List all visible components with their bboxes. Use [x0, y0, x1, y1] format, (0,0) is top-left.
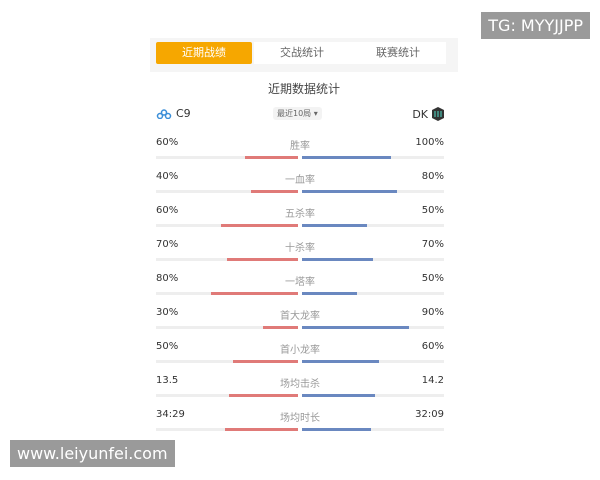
left-bar-fill — [250, 190, 298, 193]
right-bar-fill — [302, 360, 380, 363]
right-bar-track — [302, 190, 444, 193]
stat-right-value: 14.2 — [421, 375, 444, 386]
right-bar-track — [302, 326, 444, 329]
right-bar-fill — [302, 224, 367, 227]
right-bar-track — [302, 428, 444, 431]
stat-right-value: 70% — [421, 239, 444, 250]
tab-league[interactable]: 联赛统计 — [350, 42, 446, 64]
section-title: 近期数据统计 — [267, 82, 340, 96]
stat-row: 40% 一血率 80% — [156, 171, 444, 201]
stat-row: 60% 五杀率 50% — [156, 205, 444, 235]
cloud9-logo-icon — [156, 108, 172, 119]
stat-left-value: 70% — [156, 239, 179, 250]
left-bar-fill — [228, 394, 298, 397]
left-bar-fill — [244, 156, 298, 159]
tab-bar: 近期战绩 交战统计 联赛统计 — [150, 38, 458, 72]
stat-label: 十杀率 — [285, 243, 315, 254]
stat-right-value: 90% — [421, 307, 444, 318]
stat-label: 首大龙率 — [280, 311, 320, 322]
left-bar-track — [156, 394, 298, 397]
stat-row: 13.5 场均击杀 14.2 — [156, 375, 444, 405]
stat-left-value: 80% — [156, 273, 179, 284]
right-bar-fill — [302, 156, 391, 159]
left-bar-track — [156, 258, 298, 261]
right-bar-track — [302, 292, 444, 295]
stat-left-value: 60% — [156, 205, 179, 216]
stat-right-value: 50% — [421, 273, 444, 284]
stat-row: 80% 一塔率 50% — [156, 273, 444, 303]
stat-label: 一血率 — [285, 175, 315, 186]
stat-left-value: 13.5 — [156, 375, 179, 386]
right-bar-fill — [302, 292, 357, 295]
stat-row: 60% 胜率 100% — [156, 137, 444, 167]
left-bar-track — [156, 428, 298, 431]
right-bar-track — [302, 224, 444, 227]
left-bar-track — [156, 190, 298, 193]
left-bar-fill — [227, 258, 298, 261]
stat-label: 胜率 — [290, 141, 310, 152]
stat-row: 30% 首大龙率 90% — [156, 307, 444, 337]
left-bar-fill — [224, 428, 298, 431]
left-bar-track — [156, 156, 298, 159]
right-bar-track — [302, 360, 444, 363]
left-bar-fill — [210, 292, 298, 295]
dk-logo-icon — [432, 107, 444, 121]
team-right: DK — [412, 107, 444, 121]
left-bar-fill — [220, 224, 298, 227]
left-bar-fill — [233, 360, 298, 363]
left-bar-track — [156, 292, 298, 295]
stat-right-value: 100% — [415, 137, 444, 148]
team-left: C9 — [156, 107, 191, 120]
right-bar-fill — [302, 190, 397, 193]
stat-label: 场均击杀 — [280, 379, 320, 390]
team-right-name: DK — [412, 107, 428, 121]
right-bar-fill — [302, 258, 373, 261]
stat-right-value: 80% — [421, 171, 444, 182]
range-select[interactable]: 最近10局 ▾ — [273, 107, 322, 120]
stat-left-value: 40% — [156, 171, 179, 182]
stat-left-value: 50% — [156, 341, 179, 352]
stat-row: 50% 首小龙率 60% — [156, 341, 444, 371]
stat-label: 场均时长 — [280, 413, 320, 424]
left-bar-track — [156, 224, 298, 227]
stat-label: 一塔率 — [285, 277, 315, 288]
left-bar-fill — [262, 326, 298, 329]
right-bar-fill — [302, 394, 375, 397]
stat-row: 34:29 场均时长 32:09 — [156, 409, 444, 439]
stat-left-value: 30% — [156, 307, 179, 318]
tab-recent[interactable]: 近期战绩 — [156, 42, 252, 64]
left-bar-track — [156, 326, 298, 329]
team-left-name: C9 — [176, 107, 191, 120]
stat-left-value: 60% — [156, 137, 179, 148]
watermark-bottom: www.leiyunfei.com — [10, 440, 175, 467]
stat-right-value: 50% — [421, 205, 444, 216]
stat-label: 首小龙率 — [280, 345, 320, 356]
stat-left-value: 34:29 — [156, 409, 185, 420]
right-bar-track — [302, 156, 444, 159]
left-bar-track — [156, 360, 298, 363]
right-bar-fill — [302, 428, 371, 431]
right-bar-track — [302, 258, 444, 261]
right-bar-fill — [302, 326, 409, 329]
right-bar-track — [302, 394, 444, 397]
stat-label: 五杀率 — [285, 209, 315, 220]
watermark-top: TG: MYYJJPP — [481, 12, 590, 39]
stat-row: 70% 十杀率 70% — [156, 239, 444, 269]
tab-head-to-head[interactable]: 交战统计 — [254, 42, 350, 64]
stat-right-value: 60% — [421, 341, 444, 352]
stat-right-value: 32:09 — [415, 409, 444, 420]
